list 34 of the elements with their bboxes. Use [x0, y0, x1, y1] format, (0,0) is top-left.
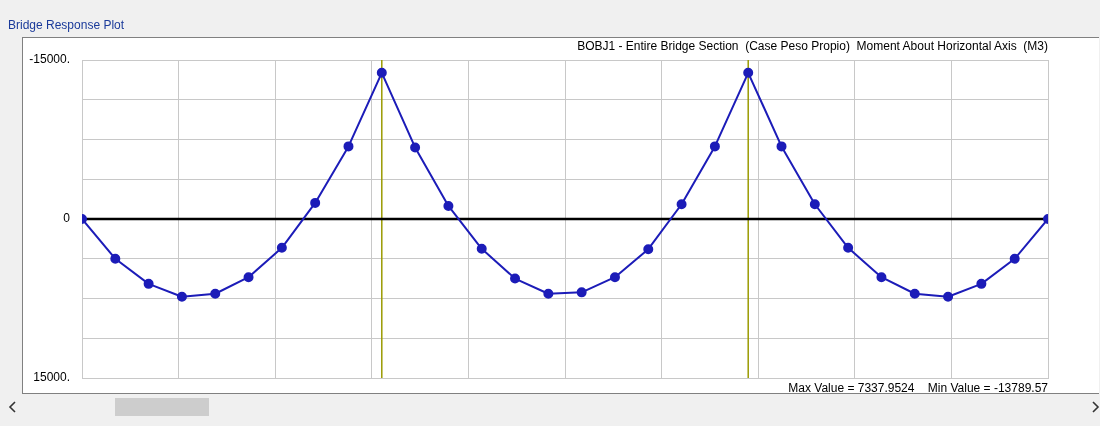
point	[376, 67, 387, 78]
y-tick-label: -15000.	[29, 52, 70, 67]
point	[809, 199, 820, 210]
point	[443, 200, 454, 211]
point	[876, 272, 887, 283]
point	[843, 242, 854, 253]
point	[343, 141, 354, 152]
point	[276, 242, 287, 253]
chart-title: Bridge Response Plot	[8, 18, 125, 32]
point	[743, 67, 754, 78]
y-tick-label: 0	[63, 211, 71, 226]
point	[243, 272, 254, 283]
point	[110, 253, 121, 264]
point	[609, 272, 620, 283]
text: Max Value = 7337.9524 Min Value = -13789.57	[788, 381, 1048, 395]
point	[310, 197, 321, 208]
point	[410, 142, 421, 153]
point	[943, 291, 954, 302]
chart-subtitle: BOBJ1 - Entire Bridge Section (Case Peso Propio) Moment About Horizontal Axis (M3)	[577, 39, 1048, 53]
point	[576, 287, 587, 298]
point	[709, 141, 720, 152]
point	[643, 244, 654, 255]
point	[143, 278, 154, 289]
point	[176, 291, 187, 302]
point	[476, 243, 487, 254]
point	[510, 273, 521, 284]
point	[676, 199, 687, 210]
point	[976, 278, 987, 289]
point	[543, 288, 554, 299]
point	[776, 141, 787, 152]
point	[1009, 253, 1020, 264]
point	[909, 288, 920, 299]
point	[210, 288, 221, 299]
y-tick-label: 15000.	[33, 370, 70, 385]
